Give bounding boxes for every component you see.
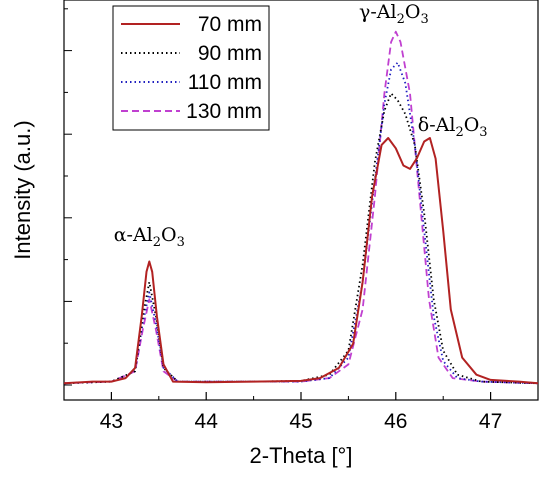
peak-label: δ-Al2O3 (418, 114, 488, 140)
axis-ticks: 43 44 45 46 47 (63, 8, 539, 433)
series-line-130-mm (63, 30, 539, 385)
x-tick-label: 44 (195, 410, 219, 433)
y-axis-label: Intensity (a.u.) (10, 120, 35, 259)
series-line-70-mm (63, 137, 539, 385)
legend-label: 130 mm (186, 100, 262, 123)
peak-label: α-Al2O3 (114, 224, 185, 250)
peak-label: γ-Al2O3 (359, 1, 429, 27)
series-line-90-mm (63, 92, 539, 385)
x-tick-label: 46 (384, 410, 407, 433)
peak-annotations: α-Al2O3 γ-Al2O3 δ-Al2O3 (114, 1, 488, 250)
legend-label: 90 mm (198, 42, 262, 65)
x-tick-label: 45 (289, 410, 312, 433)
legend: 70 mm 90 mm 110 mm 130 mm (112, 5, 270, 131)
legend-label: 110 mm (188, 71, 262, 94)
x-tick-label: 47 (479, 410, 502, 433)
series-line-110-mm (63, 61, 539, 385)
legend-label: 70 mm (198, 13, 262, 36)
series-lines (63, 30, 539, 385)
legend-box (112, 5, 270, 131)
x-tick-label: 43 (100, 410, 123, 433)
x-axis-label: 2-Theta [°] (250, 443, 353, 468)
